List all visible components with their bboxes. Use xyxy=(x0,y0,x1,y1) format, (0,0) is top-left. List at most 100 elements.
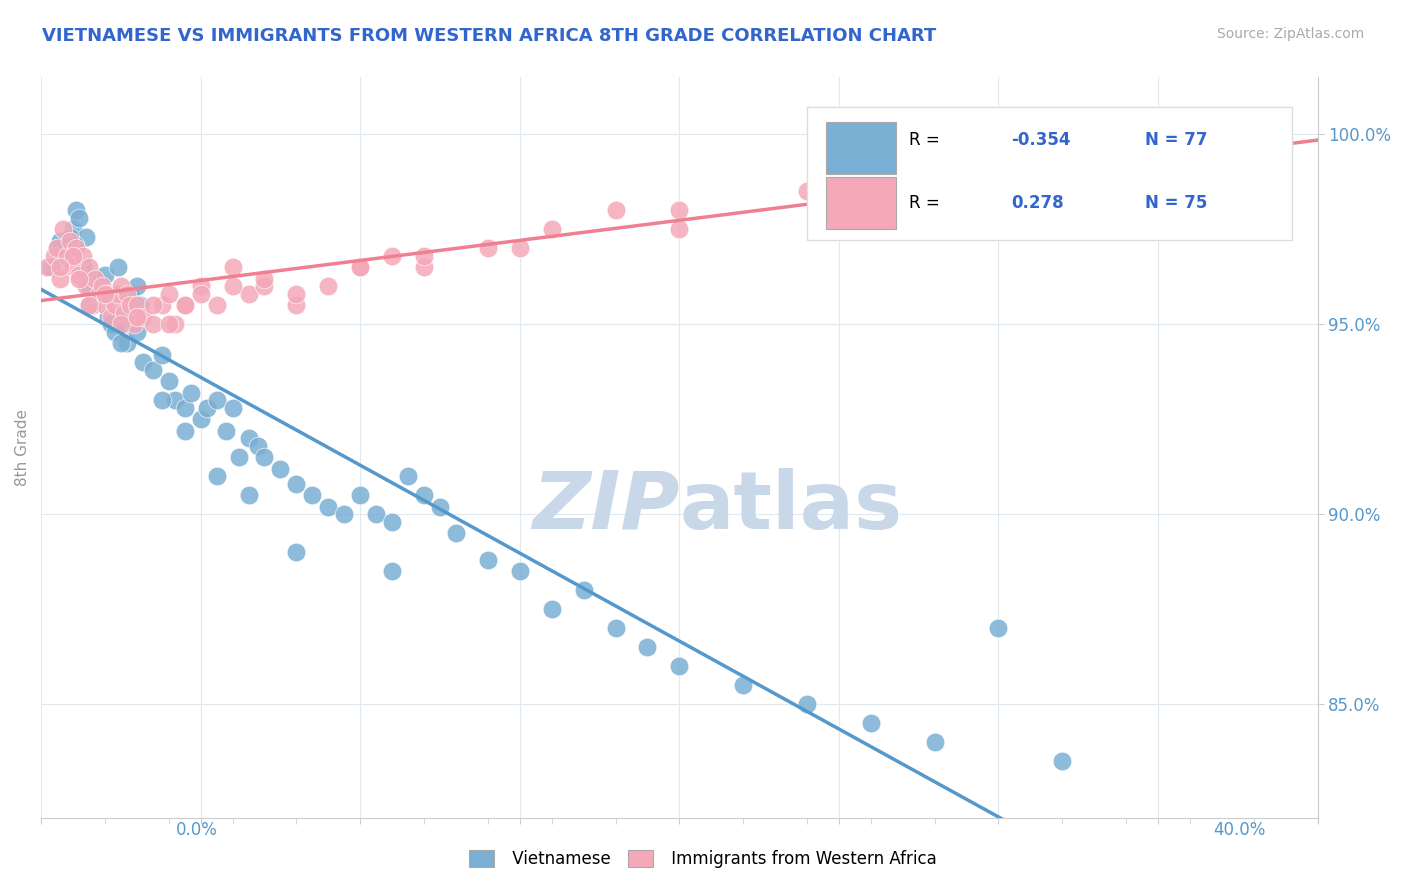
Point xyxy=(142,298,165,312)
Point xyxy=(132,310,155,324)
Point xyxy=(1211,135,1233,149)
Point xyxy=(205,298,228,312)
Point xyxy=(59,234,82,248)
Point xyxy=(349,260,371,275)
Point xyxy=(112,306,135,320)
Point xyxy=(540,602,562,616)
Point xyxy=(859,716,882,731)
Point xyxy=(180,385,202,400)
Point xyxy=(413,488,436,502)
Text: N = 75: N = 75 xyxy=(1146,194,1208,212)
Point xyxy=(107,260,129,275)
Point xyxy=(221,401,243,415)
Point xyxy=(142,318,165,332)
Y-axis label: 8th Grade: 8th Grade xyxy=(15,409,30,486)
Point xyxy=(381,515,404,529)
Point xyxy=(173,401,195,415)
Point xyxy=(205,393,228,408)
Point xyxy=(87,286,110,301)
Point xyxy=(129,298,152,312)
Text: 40.0%: 40.0% xyxy=(1213,821,1265,838)
Point xyxy=(1052,754,1074,768)
Point xyxy=(103,325,125,339)
Point xyxy=(77,298,100,312)
Point xyxy=(221,260,243,275)
Point xyxy=(120,286,142,301)
Point xyxy=(318,279,340,293)
Point xyxy=(924,165,946,179)
Point xyxy=(117,286,139,301)
Point xyxy=(94,286,117,301)
Point xyxy=(46,241,69,255)
Point xyxy=(110,318,132,332)
Point xyxy=(1243,128,1265,142)
Point xyxy=(157,318,180,332)
Point xyxy=(75,230,97,244)
Point xyxy=(112,318,135,332)
Point xyxy=(87,286,110,301)
Point xyxy=(125,298,148,312)
Point xyxy=(46,241,69,255)
Point xyxy=(349,260,371,275)
Point xyxy=(77,260,100,275)
Point xyxy=(190,412,212,426)
Point xyxy=(301,488,323,502)
Point xyxy=(205,469,228,483)
Point xyxy=(120,298,142,312)
Point xyxy=(62,260,84,275)
Bar xyxy=(827,122,897,174)
Point xyxy=(253,271,276,285)
Point xyxy=(62,249,84,263)
Point xyxy=(67,211,90,225)
Point xyxy=(605,203,627,218)
Point xyxy=(668,203,690,218)
Point xyxy=(132,355,155,369)
Point xyxy=(94,298,117,312)
Point xyxy=(84,271,107,285)
Text: 0.278: 0.278 xyxy=(1011,194,1064,212)
Point xyxy=(190,286,212,301)
Point xyxy=(125,310,148,324)
Point xyxy=(636,640,658,654)
Point xyxy=(82,298,104,312)
Point xyxy=(333,507,356,521)
Point xyxy=(67,268,90,282)
Point xyxy=(65,203,87,218)
Point xyxy=(97,310,120,324)
Point xyxy=(733,678,755,692)
Point xyxy=(55,249,77,263)
Point xyxy=(65,241,87,255)
Point xyxy=(165,318,187,332)
Text: 0.0%: 0.0% xyxy=(176,821,218,838)
Point xyxy=(173,424,195,438)
Point xyxy=(509,564,531,578)
Point xyxy=(381,249,404,263)
Point xyxy=(668,222,690,236)
Point xyxy=(82,298,104,312)
Point xyxy=(572,583,595,598)
Point xyxy=(49,234,72,248)
Point xyxy=(605,621,627,635)
Point xyxy=(413,260,436,275)
Point xyxy=(67,271,90,285)
Point xyxy=(142,363,165,377)
Text: N = 77: N = 77 xyxy=(1146,131,1208,149)
Point xyxy=(62,222,84,236)
Point xyxy=(100,318,122,332)
Point xyxy=(924,735,946,749)
Text: R =: R = xyxy=(910,194,945,212)
Point xyxy=(94,286,117,301)
Point xyxy=(110,336,132,351)
Point xyxy=(1052,146,1074,161)
Point xyxy=(215,424,238,438)
Point xyxy=(285,545,308,559)
Point xyxy=(477,552,499,566)
Point xyxy=(1147,158,1170,172)
Point xyxy=(52,222,75,236)
Bar xyxy=(807,107,1292,240)
Point xyxy=(75,279,97,293)
Point xyxy=(59,230,82,244)
Point xyxy=(125,279,148,293)
Point xyxy=(55,249,77,263)
Point xyxy=(285,286,308,301)
